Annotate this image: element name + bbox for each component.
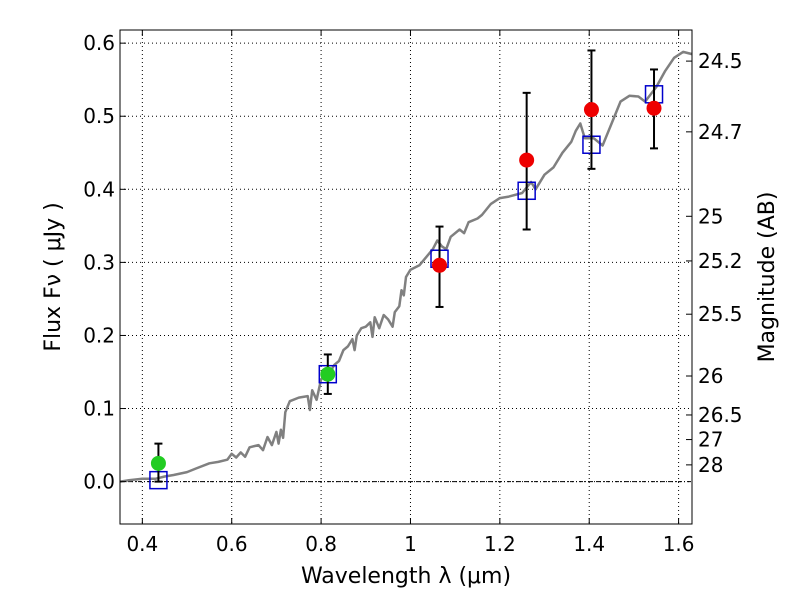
photometry-point bbox=[150, 455, 166, 471]
y-tick-label: 0.1 bbox=[83, 397, 115, 421]
x-axis-ticks: 0.4 0.6 0.8 1 1.2 1.4 1.6 bbox=[126, 30, 695, 556]
x-tick-label: 1.2 bbox=[484, 532, 516, 556]
x-tick-label: 0.4 bbox=[126, 532, 158, 556]
magnitude-tick-label: 25 bbox=[698, 204, 723, 228]
magnitude-tick-label: 24.5 bbox=[698, 49, 743, 73]
x-tick-label: 1 bbox=[404, 532, 417, 556]
y-tick-label: 0.3 bbox=[83, 250, 115, 274]
magnitude-tick-label: 24.7 bbox=[698, 120, 743, 144]
magnitude-tick-label: 25.5 bbox=[698, 302, 743, 326]
magnitude-tick-label: 26 bbox=[698, 364, 723, 388]
photometry-point bbox=[320, 366, 336, 382]
x-axis-label: Wavelength λ (μm) bbox=[301, 564, 511, 589]
grid bbox=[120, 30, 692, 524]
magnitude-tick-label: 25.2 bbox=[698, 249, 743, 273]
plot-area bbox=[120, 49, 692, 490]
x-tick-label: 0.6 bbox=[216, 532, 248, 556]
magnitude-axis-label: Magnitude (AB) bbox=[755, 192, 780, 363]
y-tick-label: 0.4 bbox=[83, 177, 115, 201]
magnitude-tick-label: 27 bbox=[698, 428, 723, 452]
spectrum-line bbox=[120, 50, 692, 483]
magnitude-tick-label: 28 bbox=[698, 453, 723, 477]
y-axis-label: Flux Fν ( μJy ) bbox=[41, 202, 66, 351]
magnitude-tick-label: 26.5 bbox=[698, 403, 743, 427]
y-tick-label: 0.2 bbox=[83, 323, 115, 347]
plot-frame bbox=[119, 29, 693, 525]
y-tick-label: 0.5 bbox=[83, 104, 115, 128]
photometry-point bbox=[646, 100, 662, 116]
photometry-point bbox=[583, 102, 599, 118]
y-tick-label: 0.0 bbox=[83, 470, 115, 494]
photometry-point bbox=[519, 152, 535, 168]
photometry-point bbox=[432, 257, 448, 273]
x-tick-label: 1.4 bbox=[573, 532, 605, 556]
clipped-data bbox=[120, 50, 692, 483]
x-tick-label: 1.6 bbox=[663, 532, 695, 556]
x-tick-label: 0.8 bbox=[305, 532, 337, 556]
y-tick-label: 0.6 bbox=[83, 31, 115, 55]
y-axis-ticks: 0.0 0.1 0.2 0.3 0.4 0.5 0.6 bbox=[83, 31, 126, 494]
